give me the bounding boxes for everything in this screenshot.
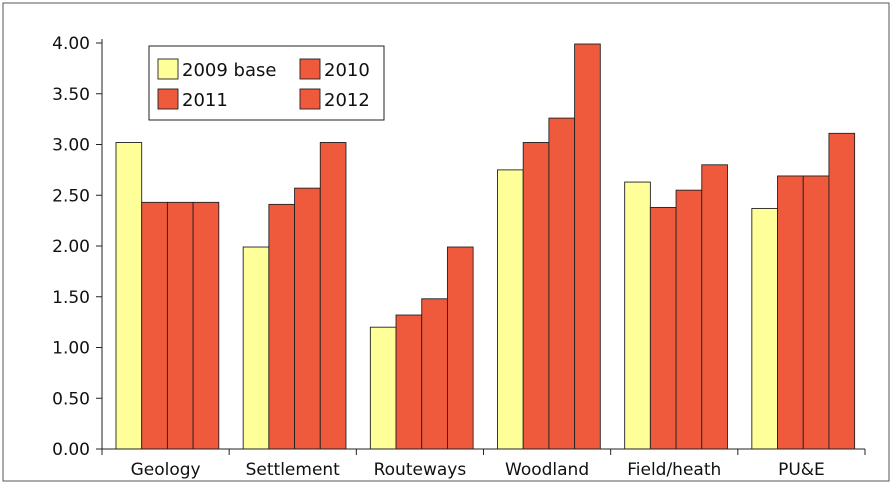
legend-swatch (299, 58, 321, 80)
bar-routeways-2009-base (369, 326, 397, 450)
bar-woodland-2010 (522, 142, 550, 450)
y-tick-label: 3.50 (52, 85, 90, 105)
bar-settlement-2012 (319, 142, 347, 450)
legend-swatch (299, 88, 321, 110)
bar-field-heath-2012 (701, 164, 728, 450)
bar-woodland-2009-base (497, 169, 524, 450)
bar-settlement-2009-base (242, 246, 270, 450)
bar-pu-e-2009-base (751, 207, 778, 450)
bar-routeways-2012 (446, 246, 474, 450)
bar-routeways-2010 (395, 314, 423, 450)
y-tick-label: 4.00 (52, 34, 90, 54)
legend-label: 2009 base (182, 60, 276, 81)
bar-pu-e-2010 (777, 175, 804, 450)
axes: Geology Settlement Routeways Woodland Field/… (52, 34, 866, 480)
x-tick-label: Field/heath (627, 460, 721, 480)
x-tick-label: Settlement (246, 460, 341, 480)
bar-pu-e-2011 (802, 175, 830, 450)
y-tick-label: 0.50 (52, 389, 90, 409)
bar-geology-2011 (166, 201, 194, 450)
bar-geology-2012 (192, 201, 220, 450)
bar-settlement-2010 (268, 203, 296, 450)
legend: 2009 base 2010 2011 2012 (148, 45, 385, 121)
x-tick-label: PU&E (778, 460, 825, 480)
legend-label: 2010 (324, 60, 370, 81)
y-tick-label: 0.00 (52, 440, 90, 460)
bar-routeways-2011 (421, 298, 448, 450)
x-tick-label: Geology (131, 460, 201, 480)
y-tick-label: 3.00 (52, 136, 90, 156)
y-tick-label: 2.00 (52, 237, 90, 257)
legend-box (148, 45, 385, 121)
y-tick-label: 2.50 (52, 186, 90, 206)
bar-geology-2010 (141, 201, 168, 450)
legend-label: 2011 (182, 90, 228, 111)
bar-field-heath-2009-base (624, 181, 651, 450)
bar-field-heath-2010 (649, 206, 677, 450)
bars-layer (115, 43, 856, 450)
legend-swatch (157, 58, 179, 80)
bar-woodland-2012 (574, 43, 601, 450)
bar-geology-2009-base (115, 142, 143, 450)
bar-woodland-2011 (548, 117, 576, 450)
legend-label: 2012 (324, 90, 370, 111)
y-tick-label: 1.00 (52, 339, 90, 359)
legend-swatch (157, 88, 179, 110)
bar-field-heath-2011 (675, 189, 703, 450)
y-tick-label: 1.50 (52, 288, 90, 308)
x-tick-label: Routeways (374, 460, 467, 480)
x-tick-label: Woodland (505, 460, 589, 480)
bar-pu-e-2012 (828, 132, 856, 450)
bar-settlement-2011 (294, 187, 321, 450)
